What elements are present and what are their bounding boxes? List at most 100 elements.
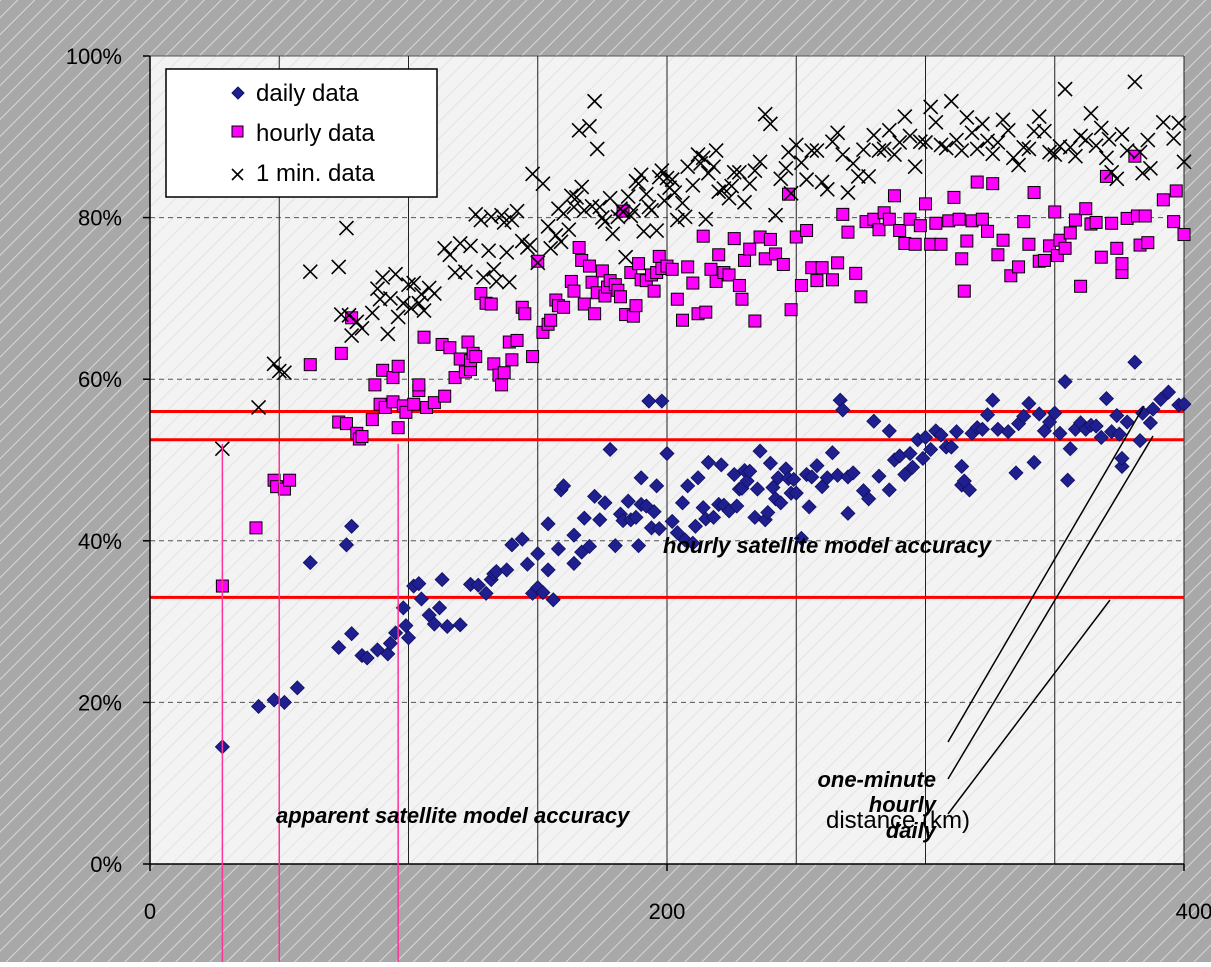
one-minute-data-point bbox=[1114, 126, 1130, 142]
daily-data-point bbox=[651, 521, 667, 537]
one-minute-data-point bbox=[752, 154, 768, 170]
legend-square-marker bbox=[231, 125, 244, 138]
daily-data-point bbox=[380, 646, 396, 662]
hourly-data-point bbox=[1012, 260, 1026, 274]
one-minute-data-point bbox=[1155, 114, 1171, 130]
daily-data-point bbox=[871, 468, 887, 484]
one-minute-data-point bbox=[835, 147, 851, 163]
one-minute-data-point bbox=[664, 172, 680, 188]
hourly-data-point bbox=[1037, 253, 1051, 267]
daily-data-point bbox=[749, 481, 766, 497]
one-minute-data-point bbox=[411, 295, 427, 311]
hourly-data-point bbox=[665, 262, 679, 276]
daily-data-point bbox=[1114, 458, 1130, 475]
one-minute-data-point bbox=[649, 222, 665, 239]
daily-data-point bbox=[990, 421, 1006, 437]
hourly-data-point bbox=[518, 307, 532, 321]
one-minute-data-point bbox=[866, 127, 882, 143]
one-minute-data-point bbox=[654, 163, 670, 179]
one-minute-data-point bbox=[338, 220, 355, 236]
one-minute-data-point bbox=[897, 109, 913, 125]
daily-data-point bbox=[933, 427, 949, 443]
daily-data-point bbox=[382, 635, 398, 651]
one-minute-data-point bbox=[762, 116, 778, 132]
one-minute-data-point bbox=[943, 93, 959, 109]
daily-data-point bbox=[1098, 391, 1115, 407]
hourly-data-point bbox=[629, 299, 643, 313]
one-minute-data-point bbox=[605, 226, 621, 242]
daily-data-point bbox=[413, 591, 429, 607]
hourly-data-point bbox=[417, 330, 431, 344]
one-minute-data-point bbox=[855, 142, 872, 158]
hourly-data-point bbox=[815, 261, 829, 275]
hourly-data-point bbox=[849, 266, 863, 280]
one-minute-data-point bbox=[587, 93, 603, 109]
one-minute-data-point bbox=[535, 176, 551, 192]
hourly-data-point bbox=[303, 358, 317, 372]
hourly-data-point bbox=[407, 397, 421, 411]
one-minute-data-point bbox=[276, 365, 292, 381]
hourly-data-point bbox=[882, 212, 896, 226]
legend-box bbox=[165, 68, 438, 198]
daily-data-point bbox=[804, 469, 820, 485]
one-minute-data-point bbox=[486, 261, 502, 277]
one-minute-data-point bbox=[625, 202, 641, 218]
daily-data-point bbox=[690, 470, 706, 486]
hourly-data-point bbox=[355, 430, 369, 444]
hourly-data-point bbox=[613, 290, 627, 304]
daily-data-point bbox=[1153, 391, 1169, 407]
hourly-data-point bbox=[1169, 184, 1183, 198]
one-minute-data-point bbox=[964, 125, 980, 141]
one-minute-data-point bbox=[341, 307, 357, 323]
one-minute-data-point bbox=[1057, 81, 1073, 97]
hourly-data-point bbox=[670, 292, 684, 306]
one-minute-data-point bbox=[380, 326, 396, 342]
daily-data-point bbox=[398, 618, 414, 634]
one-minute-data-point bbox=[656, 193, 672, 209]
one-minute-data-point bbox=[659, 170, 675, 186]
one-minute-data-point bbox=[473, 212, 489, 228]
daily-data-point bbox=[1127, 354, 1143, 370]
one-minute-data-point bbox=[969, 141, 985, 157]
one-minute-data-point bbox=[954, 142, 970, 159]
daily-data-point bbox=[499, 562, 515, 578]
hourly-data-point bbox=[712, 248, 726, 262]
hourly-data-point bbox=[996, 233, 1010, 247]
daily-data-point bbox=[620, 493, 636, 509]
hourly-data-point bbox=[1027, 186, 1041, 200]
one-minute-data-point bbox=[331, 259, 347, 275]
hourly-data-point bbox=[952, 212, 966, 226]
hourly-data-point bbox=[836, 207, 850, 221]
hourly-data-point bbox=[955, 252, 969, 266]
hourly-data-point bbox=[735, 292, 749, 306]
one-minute-data-point bbox=[581, 118, 598, 134]
one-minute-data-point bbox=[540, 218, 556, 235]
hourly-data-point bbox=[696, 229, 710, 243]
hourly-data-point bbox=[582, 259, 596, 273]
daily-data-point bbox=[845, 465, 861, 481]
one-minute-data-point bbox=[375, 269, 391, 285]
one-minute-data-point bbox=[1171, 115, 1187, 131]
one-minute-data-point bbox=[990, 134, 1006, 151]
hourly-data-point bbox=[991, 248, 1005, 262]
hourly-data-point bbox=[1017, 215, 1031, 229]
daily-data-point bbox=[659, 445, 675, 462]
daily-data-point bbox=[649, 478, 665, 494]
hourly-data-point bbox=[908, 237, 922, 251]
one-minute-data-point bbox=[1000, 122, 1016, 138]
hourly-data-point bbox=[1115, 257, 1129, 271]
y-tick-label: 0% bbox=[90, 852, 122, 877]
hourly-data-point bbox=[484, 297, 498, 311]
apparent-satellite-annotation: apparent satellite model accuracy bbox=[276, 803, 631, 828]
daily-data-point bbox=[452, 617, 468, 633]
daily-data-point bbox=[388, 625, 404, 641]
leader-line-hourly bbox=[947, 435, 1154, 780]
hourly-data-point bbox=[929, 216, 943, 230]
one-minute-data-point bbox=[1036, 123, 1052, 139]
daily-data-point bbox=[687, 518, 704, 534]
daily-data-point bbox=[664, 513, 680, 529]
hourly-data-point bbox=[1079, 202, 1093, 216]
one-minute-data-point bbox=[499, 244, 515, 260]
hourly-data-point bbox=[704, 262, 718, 276]
one-minute-data-point bbox=[388, 266, 404, 282]
